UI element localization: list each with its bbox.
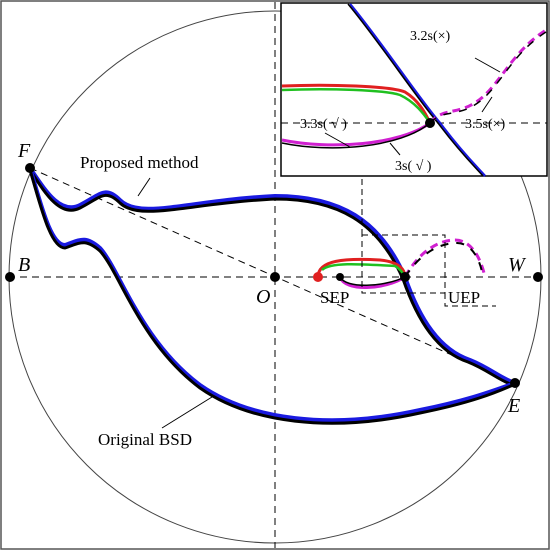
- label-e: E: [507, 395, 520, 417]
- point-uep: [400, 272, 410, 282]
- inset-trajectory-green: [281, 87, 432, 124]
- inset-uep-point: [425, 118, 435, 128]
- point-f: [25, 163, 35, 173]
- label-original: Original BSD: [98, 430, 192, 449]
- arrow-3-5s: [481, 96, 493, 113]
- label-sep: SEP: [320, 288, 349, 307]
- label-3-2s: 3.2s(×): [410, 29, 451, 44]
- zoom-box: [361, 234, 446, 294]
- label-uep: UEP: [448, 288, 480, 307]
- trajectory-red: [316, 257, 407, 278]
- label-3-3s: 3.3s( √ ): [300, 117, 347, 132]
- proposed-boundary-black: [28, 169, 514, 387]
- inset-boundary-black: [347, 3, 484, 177]
- label-3s: 3s( √ ): [395, 159, 432, 174]
- inset-trajectory-magenta: [281, 121, 431, 147]
- start-point: [313, 272, 323, 282]
- inset-trajectory-black: [281, 122, 431, 149]
- trajectory-black: [339, 276, 406, 286]
- trajectory-magenta: [338, 275, 406, 289]
- point-w: [533, 272, 543, 282]
- unstable-trajectory-magenta: [403, 238, 487, 278]
- point-o: [270, 272, 280, 282]
- arrow-proposed: [137, 177, 151, 197]
- arrow-3-2s: [474, 57, 501, 73]
- arrow-original: [161, 396, 213, 429]
- inset-unstable-magenta: [428, 28, 547, 125]
- label-3-5s: 3.5s(×): [465, 117, 506, 132]
- label-w: W: [508, 254, 527, 276]
- point-e: [510, 378, 520, 388]
- uep-box: [444, 293, 496, 307]
- proposed-boundary-blue: [28, 166, 516, 385]
- original-boundary-black: [28, 169, 514, 425]
- label-b: B: [18, 254, 30, 276]
- unstable-trajectory-black: [404, 241, 484, 278]
- point-b: [5, 272, 15, 282]
- sep-point: [336, 273, 344, 281]
- label-o: O: [256, 286, 270, 308]
- arrow-3s: [389, 142, 401, 156]
- original-boundary-blue: [28, 167, 516, 423]
- inset-unstable-black: [429, 31, 547, 124]
- trajectory-green: [321, 262, 407, 278]
- label-proposed: Proposed method: [80, 153, 199, 172]
- label-f: F: [17, 140, 31, 162]
- inset-trajectory-red: [281, 83, 432, 124]
- arrow-3-3s: [324, 132, 351, 148]
